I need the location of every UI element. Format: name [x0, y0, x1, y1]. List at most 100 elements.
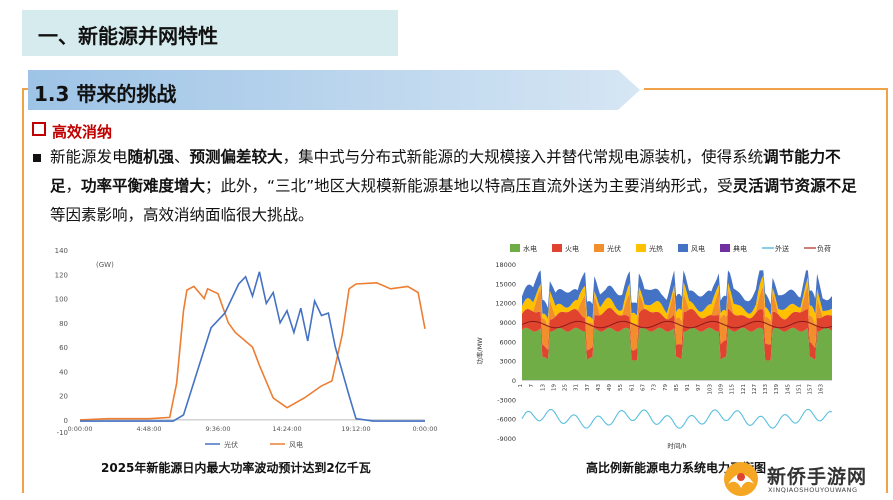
x-tick-label: 19:12:00: [341, 425, 370, 433]
x-tick-label: 19: [551, 384, 557, 391]
legend-swatch: [720, 244, 730, 252]
paragraph-segment: 调节能力不足: [50, 148, 841, 195]
x-tick-label: 121: [741, 384, 747, 395]
legend-label: 光伏: [607, 244, 621, 253]
x-tick-label: 115: [730, 384, 736, 395]
legend-swatch: [678, 244, 688, 252]
x-tick-label: 14:24:00: [272, 425, 301, 433]
x-tick-label: 25: [563, 384, 569, 391]
stacked-area-layer: [522, 327, 832, 380]
x-tick-label: 13: [540, 384, 546, 391]
x-tick-label: 103: [707, 384, 713, 395]
y-tick-label: -6000: [497, 416, 516, 424]
x-tick-label: 43: [596, 384, 602, 391]
body-paragraph: 新能源发电随机强、预测偏差较大，集中式与分布式新能源的大规模接入并替代常规电源装…: [50, 143, 868, 230]
legend-label: 光热: [649, 244, 663, 253]
x-tick-label: 55: [618, 384, 624, 391]
y-tick-label: 6000: [499, 338, 516, 346]
x-tick-label: 73: [652, 384, 658, 391]
legend-solar-label: 光伏: [224, 440, 238, 449]
logo-subtext: XINQIAOSHOUYOUWANG: [768, 486, 858, 494]
y-tick-label: 140: [55, 247, 68, 255]
x-tick-label: 157: [808, 384, 814, 395]
slide-title: 一、新能源并网特性: [38, 24, 218, 48]
legend-label: 外送: [775, 244, 789, 253]
stacked-area-layer: [522, 307, 832, 361]
x-tick-label: 0:00:00: [412, 425, 437, 433]
paragraph-segment: 随机强: [127, 148, 175, 166]
x-tick-label: 37: [585, 384, 591, 391]
x-tick-label: 7: [529, 384, 535, 388]
legend-label: 负荷: [817, 244, 831, 253]
y-tick-label: 12000: [495, 300, 516, 308]
checkbox-square-icon: [32, 122, 46, 136]
y-tick-label: 0: [64, 417, 68, 425]
legend-label: 水电: [523, 244, 537, 253]
y-tick-label: 120: [55, 271, 68, 279]
paragraph-segment: ，: [65, 177, 82, 195]
legend-wind-label: 风电: [289, 440, 303, 449]
y-tick-label: -10: [57, 429, 68, 437]
x-tick-label: 97: [696, 384, 702, 391]
unit-label: (GW): [96, 261, 114, 269]
legend-label: 火电: [565, 244, 579, 253]
paragraph-segment: 灵活调节资源不足: [732, 177, 857, 195]
y-axis-label: 功率/MW: [475, 337, 484, 365]
y-tick-label: 20: [59, 393, 68, 401]
y-tick-label: 0: [512, 377, 516, 385]
x-tick-label: 139: [774, 384, 780, 395]
section-title: 1.3 带来的挑战: [34, 82, 177, 106]
y-tick-label: -9000: [497, 435, 516, 443]
x-tick-label: 61: [629, 384, 635, 391]
logo-icon: [724, 462, 758, 496]
x-tick-label: 79: [663, 384, 669, 391]
paragraph-segment: 、: [174, 148, 190, 166]
load-line: [521, 320, 833, 329]
x-tick-label: 4:48:00: [136, 425, 161, 433]
paragraph-segment: 等因素影响，高效消纳面临很大挑战。: [50, 206, 314, 224]
paragraph-segment: 预测偏差较大: [189, 148, 283, 166]
subheading-text: 高效消纳: [52, 123, 113, 141]
x-tick-label: 9:36:00: [205, 425, 230, 433]
y-tick-label: 80: [59, 320, 68, 328]
x-tick-label: 49: [607, 384, 613, 391]
stacked-area-layer: [522, 275, 832, 327]
y-tick-label: -3000: [497, 396, 516, 404]
legend-label: 风电: [691, 244, 705, 253]
paragraph-segment: 新能源发电: [50, 148, 128, 166]
x-tick-label: 151: [796, 384, 802, 395]
y-tick-label: 9000: [499, 319, 516, 327]
paragraph-segment: ，集中式与分布式新能源的大规模接入并替代常规电源装机，使得系统: [282, 148, 764, 166]
x-tick-label: 127: [752, 384, 758, 395]
x-tick-label: 85: [674, 384, 680, 391]
subheading: 高效消纳: [32, 121, 112, 142]
legend-swatch: [636, 244, 646, 252]
legend-swatch: [510, 244, 520, 252]
x-tick-label: 0:00:00: [67, 425, 92, 433]
paragraph-segment: ；此外，“三北”地区大规模新能源基地以特高压直流外送为主要消纳形式，受: [205, 177, 733, 195]
right-area-chart: 水电 火电 光伏 光热 风电 典电 外送 负荷 18000 15000 12000 9000 6000 3…: [475, 244, 833, 450]
x-tick-label: 31: [574, 384, 580, 391]
wind-series-line: [79, 281, 426, 421]
y-tick-label: 100: [55, 296, 68, 304]
paragraph-segment: 功率平衡难度增大: [81, 177, 206, 195]
legend-label: 典电: [733, 244, 747, 253]
stacked-area-layer: [522, 270, 832, 320]
bullet-square-icon: [33, 154, 41, 162]
x-tick-label: 163: [819, 384, 825, 395]
y-tick-label: 15000: [495, 280, 516, 288]
legend-swatch: [552, 244, 562, 252]
y-tick-label: 18000: [495, 261, 516, 269]
x-axis-label: 时间/h: [667, 441, 686, 450]
x-tick-label: 91: [685, 384, 691, 391]
y-tick-label: 60: [59, 344, 68, 352]
title-bar: [22, 10, 398, 56]
x-tick-label: 1: [518, 384, 524, 388]
solar-series-line: [80, 271, 425, 422]
right-chart-caption: 高比例新能源电力系统电力平衡图: [586, 461, 767, 475]
left-chart-caption: 2025年新能源日内最大功率波动预计达到2亿千瓦: [101, 461, 371, 475]
x-tick-label: 67: [641, 384, 647, 391]
export-line: [521, 408, 833, 429]
stacked-area-layer: [522, 285, 832, 351]
x-tick-label: 145: [785, 384, 791, 395]
